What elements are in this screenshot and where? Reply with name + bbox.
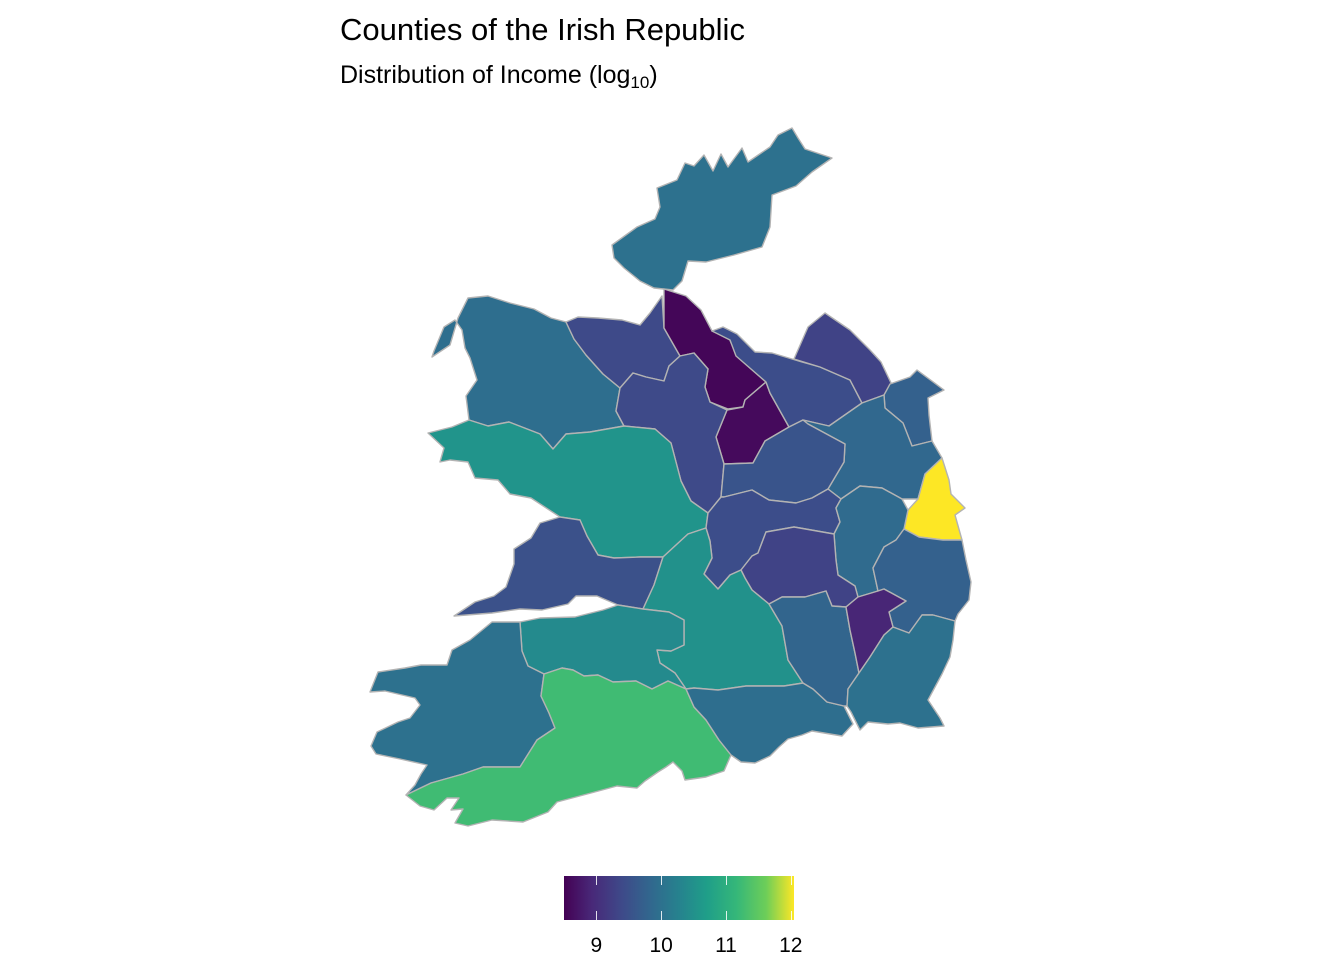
legend-tick-mark xyxy=(596,876,598,885)
legend-colorbar xyxy=(564,876,794,920)
map-title: Counties of the Irish Republic xyxy=(340,12,745,47)
county-donegal[interactable] xyxy=(611,127,833,291)
legend-tick-mark xyxy=(661,876,663,885)
county-monaghan[interactable] xyxy=(793,312,893,404)
county-cork[interactable] xyxy=(405,667,732,827)
legend-tick-mark xyxy=(790,876,792,885)
legend-tick-mark xyxy=(661,911,663,920)
legend-tick-mark xyxy=(725,911,727,920)
legend-tick-label: 11 xyxy=(715,934,737,957)
legend-tick-mark xyxy=(596,911,598,920)
legend-tick-mark xyxy=(790,911,792,920)
county-waterford[interactable] xyxy=(685,682,854,764)
legend-tick-label: 12 xyxy=(779,934,803,957)
map-subtitle: Distribution of Income (log10) xyxy=(340,61,658,92)
legend-tick-label: 10 xyxy=(649,934,673,957)
county-wexford[interactable] xyxy=(846,614,956,731)
legend-tick-label: 9 xyxy=(590,934,603,957)
legend-tick-mark xyxy=(725,876,727,885)
